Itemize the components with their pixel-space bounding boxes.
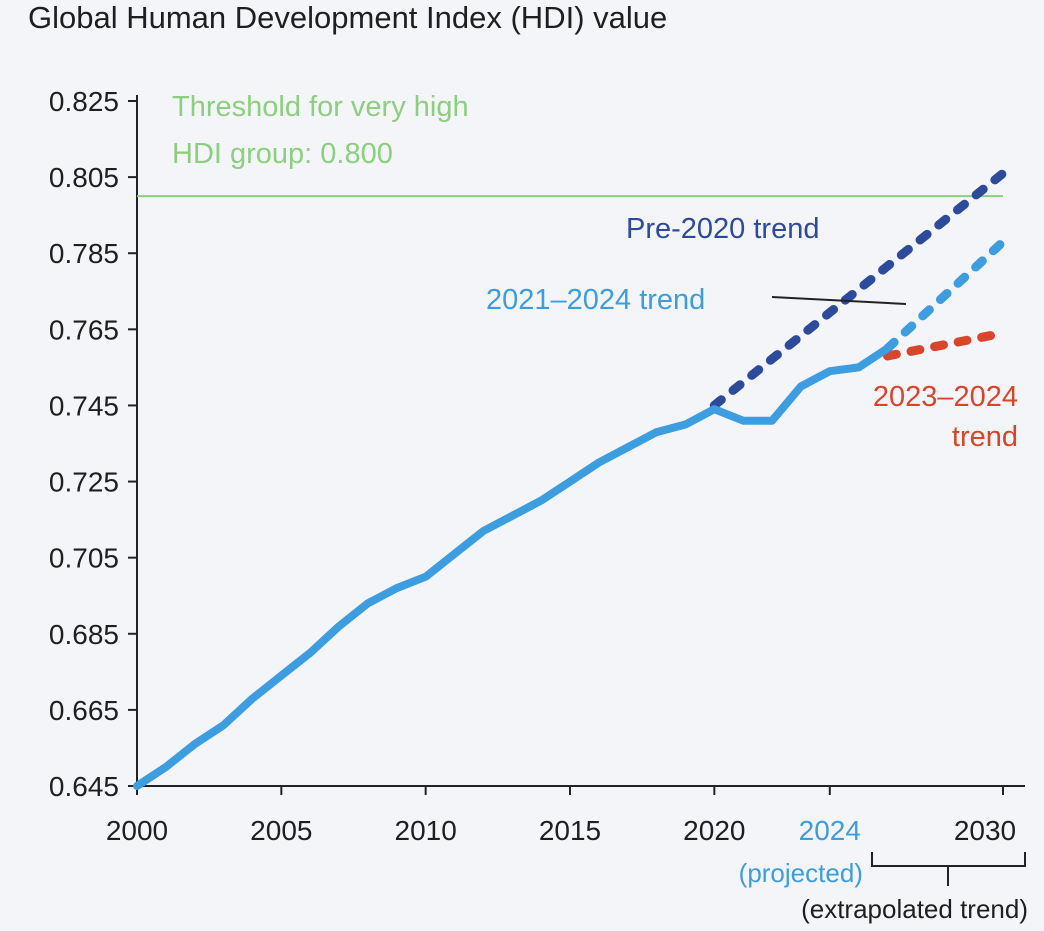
series-line-actual [133, 344, 892, 790]
y-tick-label: 0.745 [49, 390, 119, 421]
series-label-2021-2024: 2021–2024 trend [486, 284, 705, 316]
extrapolated-bracket [871, 852, 1026, 867]
series-label-pre2020: Pre-2020 trend [626, 213, 819, 245]
y-tick-label: 0.725 [49, 467, 119, 498]
x-tick-label: 2000 [106, 815, 168, 846]
y-tick-label: 0.765 [49, 314, 119, 345]
projected-label: (projected) [739, 858, 863, 888]
y-tick-label: 0.645 [49, 771, 119, 802]
y-tick-label: 0.805 [49, 162, 119, 193]
series-labels: Pre-2020 trend 2021–2024 trend 2023–2024 tr… [486, 213, 1018, 453]
y-tick-label: 0.705 [49, 543, 119, 574]
series-line-pre2020 [709, 168, 1008, 410]
series-label-2023-2024: trend [952, 421, 1018, 453]
extrapolated-label: (extrapolated trend) [801, 894, 1028, 924]
axes: 0.645 0.665 0.685 0.705 0.725 0.745 0.765 0.785… [49, 86, 1025, 846]
y-tick-label: 0.685 [49, 619, 119, 650]
series-label-2023-2024: 2023–2024 [873, 381, 1018, 413]
x-tick-label: 2024 [799, 815, 861, 846]
chart-title: Global Human Development Index (HDI) val… [28, 0, 667, 35]
series-line-trend2124 [883, 237, 1008, 353]
x-tick-label: 2020 [683, 815, 745, 846]
annotations: (projected) (extrapolated trend) [739, 852, 1028, 924]
x-tick-label: 2005 [250, 815, 312, 846]
y-tick-label: 0.665 [49, 695, 119, 726]
leader-line-2021-2024 [771, 296, 907, 305]
x-tick-label: 2030 [954, 815, 1016, 846]
series-group [133, 168, 1008, 790]
threshold-group: Threshold for very high HDI group: 0.800 [137, 91, 1003, 198]
x-tick-label: 2015 [539, 815, 601, 846]
threshold-label: HDI group: 0.800 [172, 138, 393, 170]
y-tick-label: 0.785 [49, 238, 119, 269]
series-line-trend2324 [883, 328, 1008, 361]
threshold-label: Threshold for very high [172, 91, 469, 123]
x-tick-label: 2010 [395, 815, 457, 846]
y-tick-label: 0.825 [49, 86, 119, 117]
